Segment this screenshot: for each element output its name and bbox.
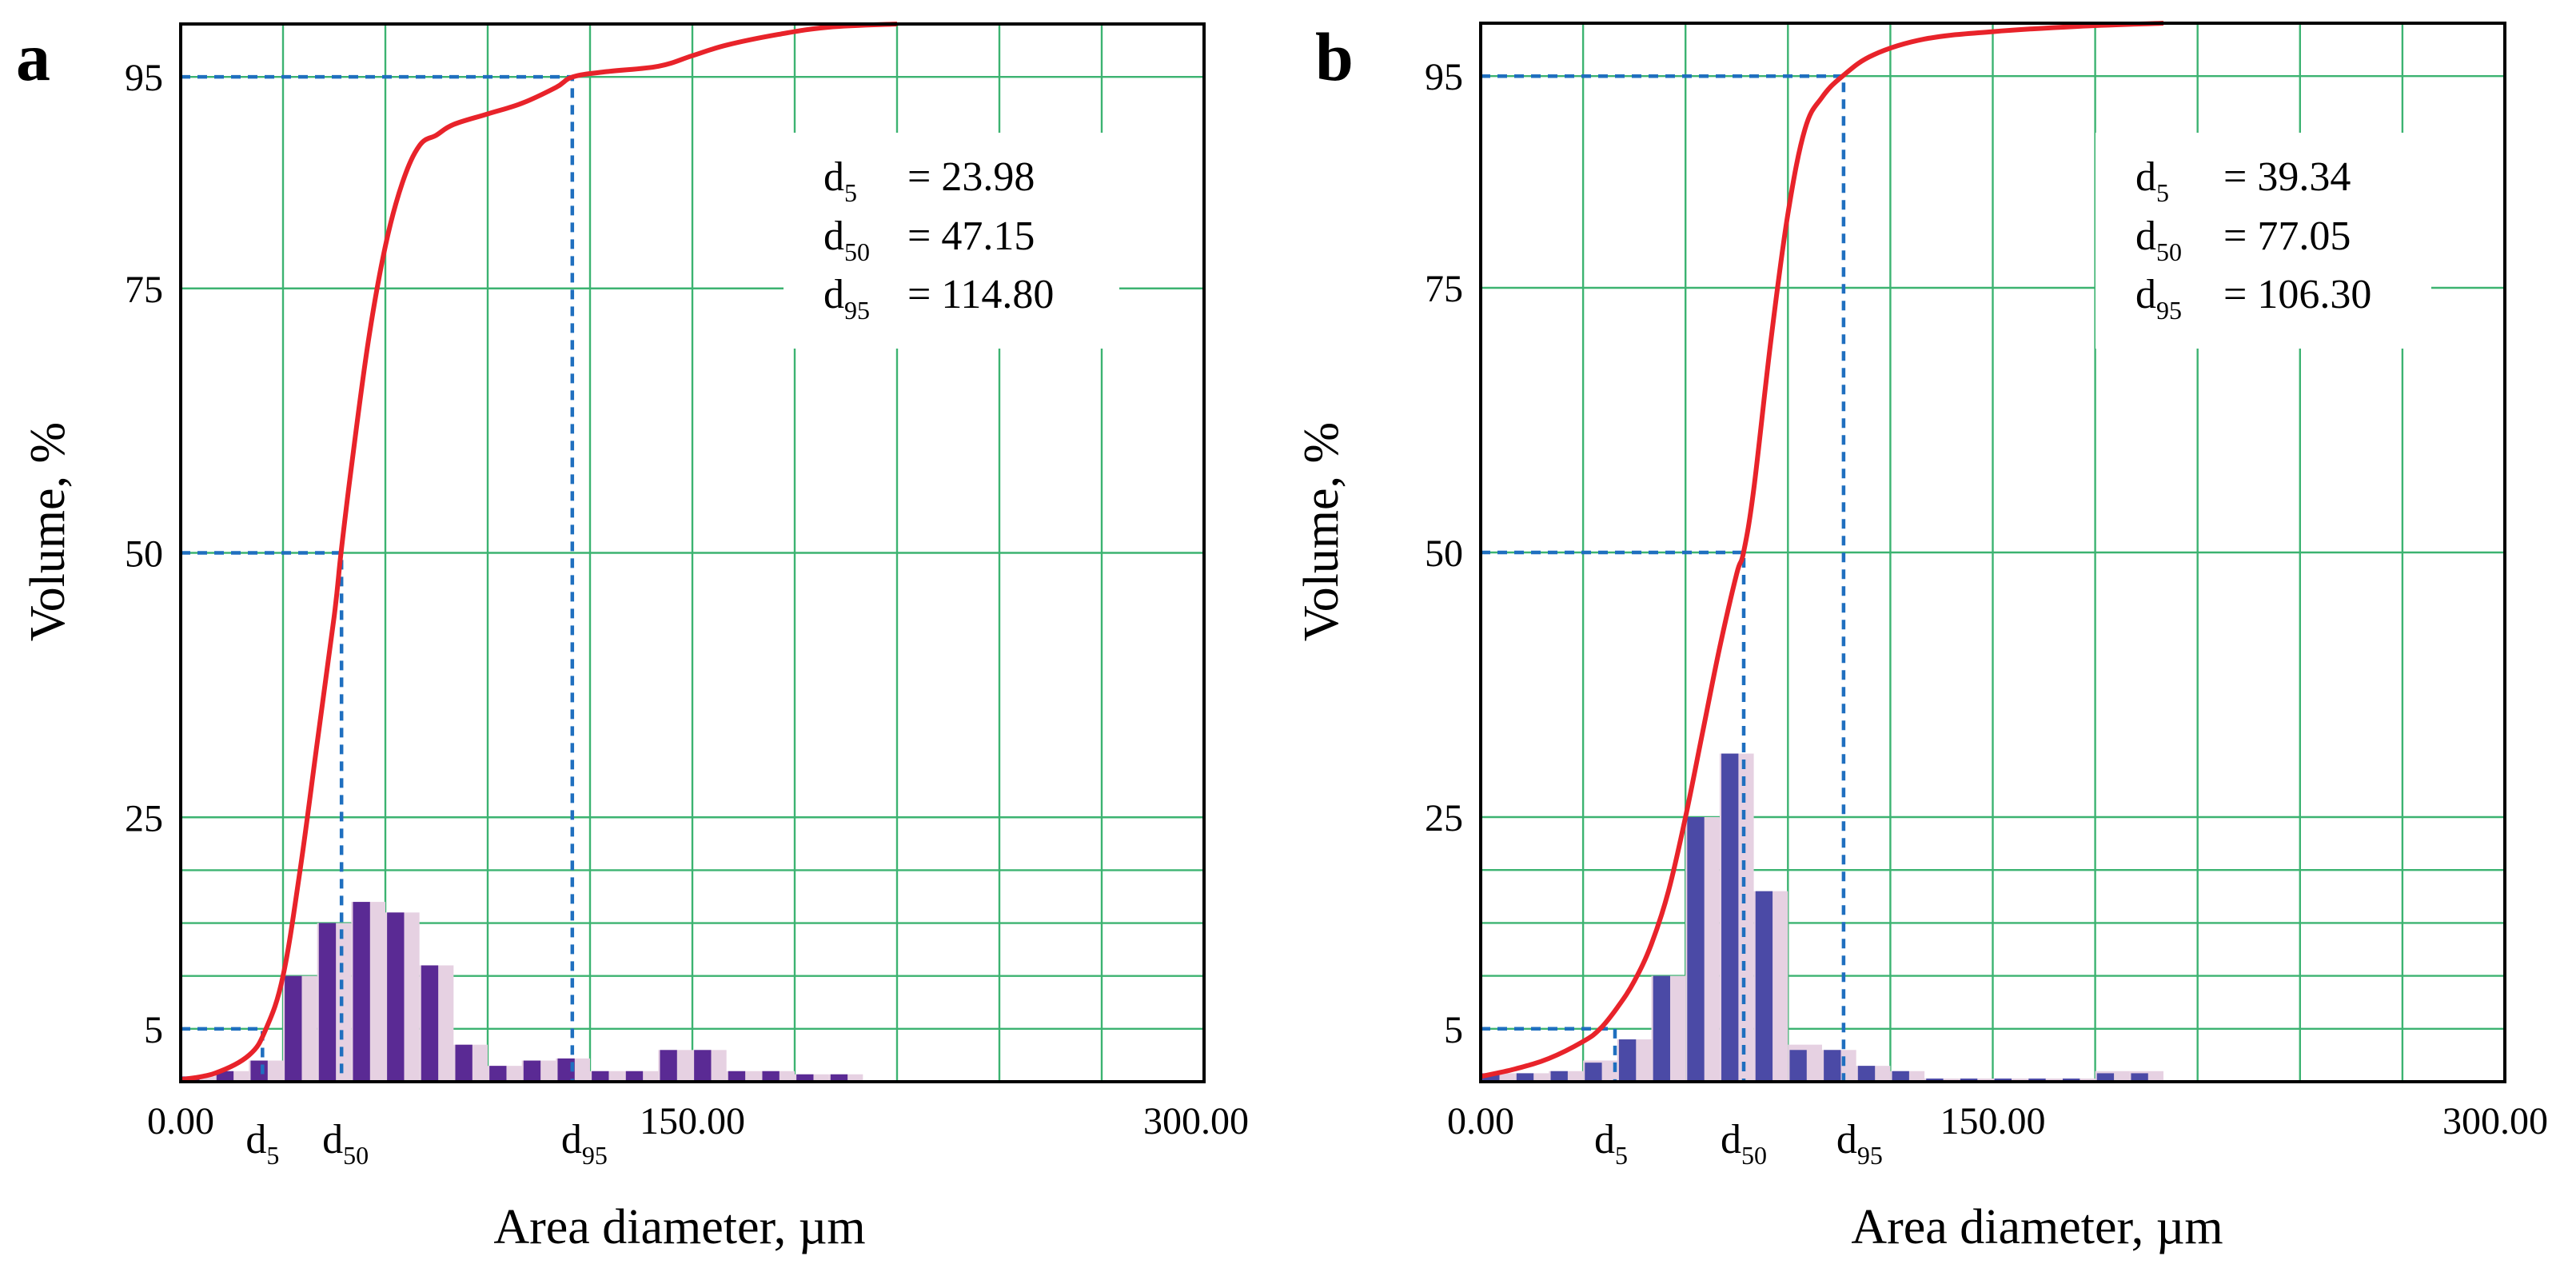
y-tick-label: 50 (125, 533, 163, 576)
histogram-bar (796, 1074, 814, 1082)
histogram-bar (592, 1071, 609, 1082)
histogram-bar (1824, 1050, 1841, 1082)
histogram-bar (285, 975, 302, 1082)
cumulative-curve (1480, 21, 2164, 1079)
histogram-bar (557, 1058, 575, 1082)
chart-a: a Volume, % Area diameter, µm 5 25 50 75 95 0… (16, 18, 1249, 1254)
histogram-bars (181, 902, 863, 1082)
y-tick-label: 5 (1444, 1009, 1463, 1051)
x-axis-label: Area diameter, µm (1851, 1200, 2223, 1254)
panel-letter: a (16, 18, 50, 95)
histogram-bar (1892, 1071, 1909, 1082)
histogram-bar (660, 1050, 677, 1082)
histogram-bar (1755, 891, 1773, 1082)
histogram-bar (1789, 1050, 1807, 1082)
percentile-reference-lines (1481, 74, 1846, 1082)
y-tick-label: 95 (125, 57, 163, 99)
histogram-bar (250, 1060, 268, 1082)
y-tick-label: 5 (144, 1009, 163, 1051)
y-tick-label: 75 (125, 269, 163, 311)
chart-panel-a: a Volume, % Area diameter, µm 5 25 50 75 95 0… (16, 18, 1249, 1254)
chart-panel-b: b Volume, % Area diameter, µm 5 25 50 75 95 0… (1288, 0, 2576, 1276)
histogram-bar (353, 902, 370, 1082)
histogram-bar (216, 1071, 234, 1082)
cumulative-curve (180, 22, 898, 1083)
x-axis-label: Area diameter, µm (493, 1200, 865, 1254)
histogram-bar (489, 1066, 507, 1082)
percentile-marker-label: d50 (1721, 1117, 1767, 1170)
histogram-bar (421, 965, 439, 1082)
x-tick-label: 0.00 (147, 1100, 214, 1142)
histogram-bars (1481, 753, 2163, 1082)
histogram-bar (387, 912, 405, 1082)
plot-frame (1479, 22, 2506, 1083)
stats-entry: d5 = 23.98 (823, 154, 1035, 207)
histogram-bar (2096, 1073, 2115, 1082)
histogram-bar (2131, 1073, 2148, 1082)
y-tick-label: 25 (125, 797, 163, 839)
y-tick-label: 95 (1425, 56, 1463, 98)
stats-entry: d50 = 47.15 (823, 213, 1035, 266)
histogram-bar (1482, 1073, 1500, 1082)
histogram-bar (1857, 1066, 1876, 1082)
reference-line-d50 (181, 551, 344, 1082)
histogram-bar (1653, 975, 1670, 1082)
percentile-marker-label: d50 (322, 1117, 369, 1170)
histogram-bar (318, 923, 337, 1082)
stats-entry: d95 = 114.80 (823, 272, 1054, 325)
histogram-bar (1687, 817, 1705, 1082)
histogram-bar (1721, 753, 1739, 1082)
chart-plot-area: 5 25 50 75 95 0.00 150.00 300.00 d5 d50 d95 d5 = 39.… (1425, 21, 2548, 1170)
y-axis-label: Volume, % (21, 422, 75, 641)
stats-entry: d50 = 77.05 (2135, 213, 2351, 266)
x-tick-label: 0.00 (1447, 1100, 1514, 1142)
histogram-bar (830, 1074, 848, 1082)
y-tick-label: 25 (1425, 797, 1463, 839)
histogram-bar (1550, 1071, 1568, 1082)
x-tick-label: 150.00 (1940, 1100, 2046, 1142)
chart-b: b Volume, % Area diameter, µm 5 25 50 75 95 0… (1294, 18, 2548, 1254)
panel-letter: b (1315, 18, 1354, 95)
percentile-marker-label: d95 (1836, 1117, 1883, 1170)
y-tick-label: 75 (1425, 268, 1463, 310)
histogram-bar (1618, 1039, 1637, 1082)
percentile-marker-label: d95 (561, 1117, 608, 1170)
stats-entry: d95 = 106.30 (2135, 272, 2371, 325)
percentile-marker-label: d5 (1594, 1117, 1628, 1170)
histogram-bar (1585, 1063, 1602, 1082)
stats-box (784, 133, 1119, 349)
reference-line-d5 (1481, 1027, 1617, 1082)
reference-line-d50 (1481, 550, 1746, 1082)
reference-line-d95 (1481, 74, 1846, 1082)
percentile-marker-label: d5 (245, 1117, 279, 1170)
histogram-bar (1516, 1073, 1534, 1082)
histogram-bar (694, 1050, 712, 1082)
x-tick-label: 300.00 (2442, 1100, 2548, 1142)
histogram-bar (762, 1071, 780, 1082)
x-tick-label: 150.00 (640, 1100, 745, 1142)
histogram-bar (625, 1071, 644, 1082)
plot-frame (179, 22, 1206, 1083)
x-tick-label: 300.00 (1143, 1100, 1249, 1142)
stats-box (2095, 133, 2431, 349)
stats-entry: d5 = 39.34 (2135, 154, 2351, 207)
histogram-bar (728, 1071, 746, 1082)
chart-plot-area: 5 25 50 75 95 0.00 150.00 300.00 d5 d50 d95 d5 = 23.… (125, 22, 1249, 1170)
histogram-bar (455, 1044, 473, 1082)
y-tick-label: 50 (1425, 532, 1463, 575)
y-axis-label: Volume, % (1294, 422, 1349, 641)
histogram-bar (523, 1060, 541, 1082)
